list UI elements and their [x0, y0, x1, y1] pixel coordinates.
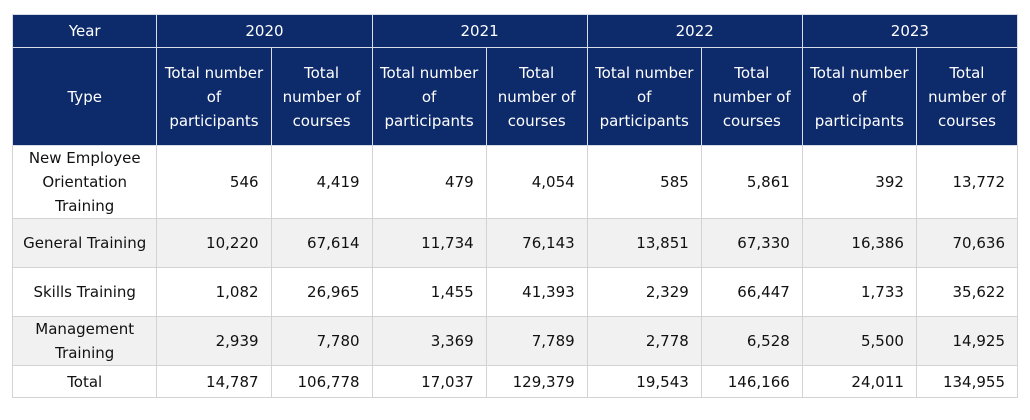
year-header-row: Year 2020 2021 2022 2023 [11, 14, 1019, 48]
table-row: Management Training 2,939 7,780 3,369 7,… [11, 316, 1019, 366]
year-header-2020: 2020 [156, 14, 373, 48]
year-header-2022: 2022 [586, 14, 803, 48]
table-row: Skills Training 1,082 26,965 1,455 41,39… [11, 267, 1019, 317]
participants-cell: 2,778 [586, 316, 702, 366]
participants-cell: 392 [801, 145, 917, 219]
table-body: New Employee Orientation Training 546 4,… [11, 145, 1019, 398]
participants-header: Total number of participants [801, 47, 917, 146]
courses-header: Total number of courses [700, 47, 803, 146]
participants-cell: 1,733 [801, 267, 917, 317]
courses-header: Total number of courses [485, 47, 588, 146]
courses-header: Total number of courses [270, 47, 373, 146]
participants-cell: 5,500 [801, 316, 917, 366]
participants-cell: 16,386 [801, 218, 917, 268]
courses-cell: 41,393 [485, 267, 588, 317]
table-row: New Employee Orientation Training 546 4,… [11, 145, 1019, 219]
participants-cell: 546 [156, 145, 272, 219]
total-row: Total 14,787 106,778 17,037 129,379 19,5… [11, 365, 1019, 398]
courses-cell: 67,614 [270, 218, 373, 268]
participants-cell: 11,734 [371, 218, 487, 268]
row-type-label: General Training [11, 218, 158, 268]
courses-cell: 7,789 [485, 316, 588, 366]
courses-cell: 13,772 [915, 145, 1019, 219]
courses-cell: 26,965 [270, 267, 373, 317]
courses-cell: 7,780 [270, 316, 373, 366]
year-label-header: Year [11, 14, 158, 48]
participants-cell: 10,220 [156, 218, 272, 268]
table-header: Year 2020 2021 2022 2023 Type Total numb… [11, 14, 1019, 146]
participants-cell: 17,037 [371, 365, 487, 398]
courses-cell: 129,379 [485, 365, 588, 398]
training-statistics-table: Year 2020 2021 2022 2023 Type Total numb… [11, 14, 1019, 398]
row-type-label: Skills Training [11, 267, 158, 317]
participants-cell: 24,011 [801, 365, 917, 398]
row-type-label: Total [11, 365, 158, 398]
year-header-2023: 2023 [801, 14, 1019, 48]
table-row: General Training 10,220 67,614 11,734 76… [11, 218, 1019, 268]
courses-cell: 134,955 [915, 365, 1019, 398]
participants-cell: 479 [371, 145, 487, 219]
courses-cell: 146,166 [700, 365, 803, 398]
participants-cell: 14,787 [156, 365, 272, 398]
courses-cell: 4,419 [270, 145, 373, 219]
participants-cell: 1,455 [371, 267, 487, 317]
year-header-2021: 2021 [371, 14, 588, 48]
courses-cell: 14,925 [915, 316, 1019, 366]
participants-cell: 2,939 [156, 316, 272, 366]
courses-cell: 67,330 [700, 218, 803, 268]
participants-cell: 2,329 [586, 267, 702, 317]
courses-cell: 35,622 [915, 267, 1019, 317]
courses-cell: 66,447 [700, 267, 803, 317]
metric-header-row: Type Total number of participants Total … [11, 47, 1019, 146]
participants-cell: 1,082 [156, 267, 272, 317]
row-type-label: New Employee Orientation Training [11, 145, 158, 219]
participants-header: Total number of participants [371, 47, 487, 146]
courses-cell: 76,143 [485, 218, 588, 268]
participants-header: Total number of participants [586, 47, 702, 146]
courses-cell: 5,861 [700, 145, 803, 219]
courses-cell: 6,528 [700, 316, 803, 366]
type-label-header: Type [11, 47, 158, 146]
courses-cell: 106,778 [270, 365, 373, 398]
training-table-container: Year 2020 2021 2022 2023 Type Total numb… [11, 14, 1019, 398]
participants-header: Total number of participants [156, 47, 272, 146]
participants-cell: 3,369 [371, 316, 487, 366]
participants-cell: 585 [586, 145, 702, 219]
courses-header: Total number of courses [915, 47, 1019, 146]
courses-cell: 70,636 [915, 218, 1019, 268]
participants-cell: 19,543 [586, 365, 702, 398]
courses-cell: 4,054 [485, 145, 588, 219]
participants-cell: 13,851 [586, 218, 702, 268]
row-type-label: Management Training [11, 316, 158, 366]
